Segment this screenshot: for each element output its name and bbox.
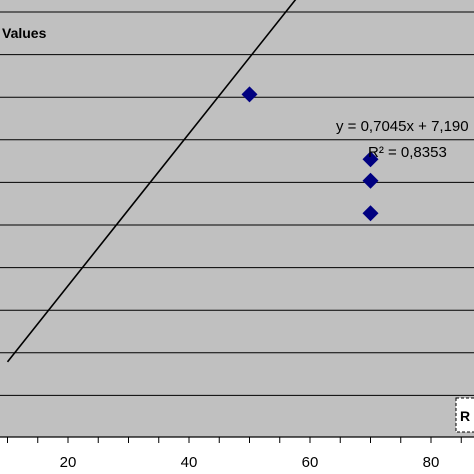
x-axis: 20 40 60 80 bbox=[0, 436, 474, 471]
gridlines bbox=[0, 11, 474, 396]
x-tick-label: 40 bbox=[181, 454, 198, 471]
data-point bbox=[362, 151, 379, 168]
trendline-equation: y = 0,7045x + 7,190 bbox=[336, 118, 469, 135]
legend-box bbox=[455, 397, 474, 433]
legend: R bbox=[455, 397, 474, 433]
chart-title: Values bbox=[2, 25, 47, 41]
x-tick-label: 20 bbox=[60, 454, 77, 471]
data-points bbox=[241, 86, 379, 222]
data-point bbox=[241, 86, 258, 103]
data-point bbox=[362, 205, 379, 222]
x-tick-label: 80 bbox=[423, 454, 440, 471]
x-tick-label: 60 bbox=[302, 454, 319, 471]
data-point bbox=[362, 172, 379, 189]
trendline-r-squared: R² = 0,8353 bbox=[368, 144, 447, 161]
plot-area bbox=[0, 0, 474, 437]
trendline-group bbox=[6, 0, 297, 363]
trendline bbox=[6, 0, 297, 363]
labels: Values y = 0,7045x + 7,190 R² = 0,8353 bbox=[2, 25, 469, 161]
legend-label: R bbox=[460, 408, 470, 424]
